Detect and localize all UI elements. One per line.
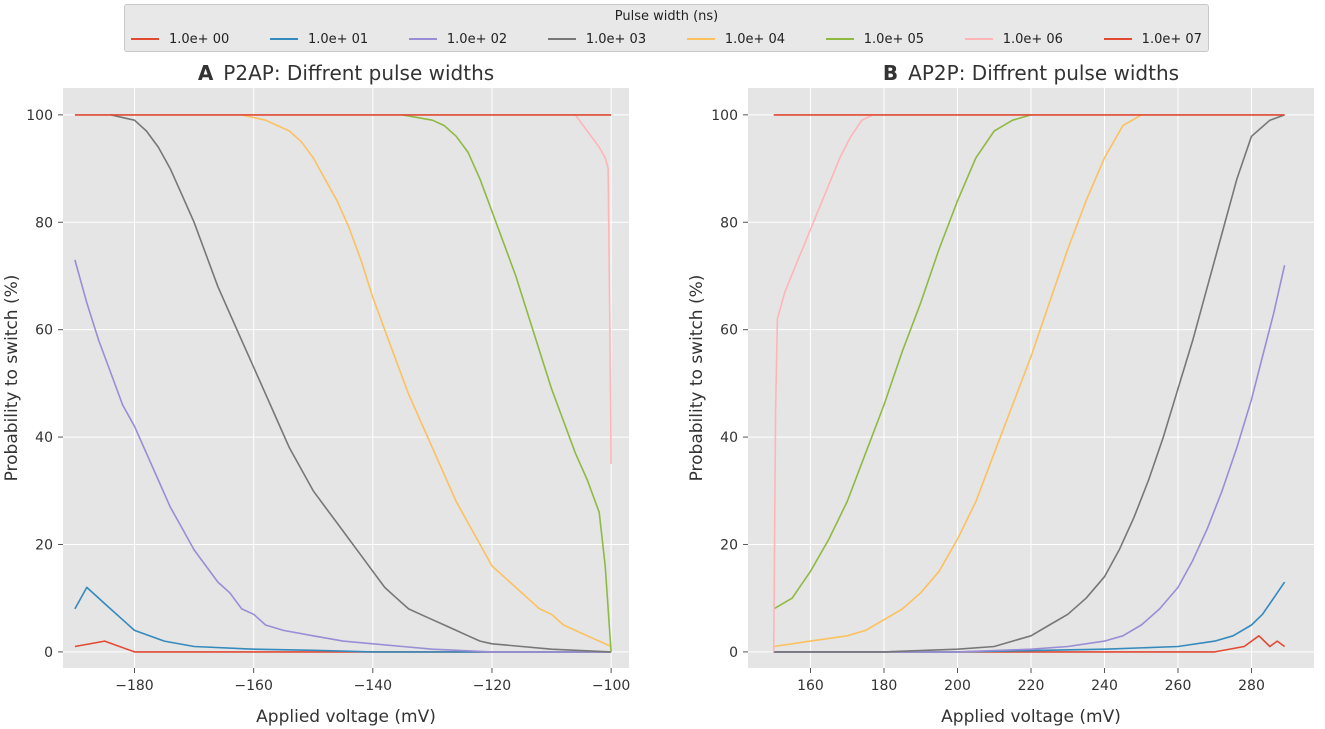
legend-entry: 1.0e+ 01 (269, 31, 369, 47)
series-line-1-0e-05 (402, 114, 612, 652)
title-text: P2AP: Diffrent pulse widths (223, 61, 494, 85)
plot-area (63, 88, 629, 668)
x-tick-label: −120 (473, 678, 511, 694)
y-axis-label: Probability to switch (%) (687, 275, 707, 482)
legend-swatch (1103, 38, 1132, 40)
chart-title: B AP2P: Diffrent pulse widths (883, 61, 1179, 85)
panel-letter: B (883, 61, 898, 85)
x-tick-label: 200 (944, 678, 971, 694)
legend-entry: 1.0e+ 00 (131, 32, 229, 47)
legend-title: Pulse width (ns) (614, 9, 719, 24)
y-tick-label: 20 (35, 537, 53, 553)
panel-letter: A (198, 61, 214, 85)
x-tick-label: −180 (115, 678, 153, 694)
legend-label: 1.0e+ 03 (585, 31, 647, 47)
y-tick-label: 40 (720, 430, 738, 446)
x-tick-label: −100 (592, 678, 630, 694)
y-tick-label: 100 (26, 108, 53, 124)
legend-items: 1.0e+ 00 1.0e+ 01 1.0e+ 02 1.0e+ 03 1.0e+ 04… (131, 29, 1202, 49)
y-tick-label: 60 (720, 323, 738, 339)
legend-label: 1.0e+ 02 (446, 31, 508, 47)
legend-swatch (408, 38, 437, 40)
y-tick-label: 20 (720, 537, 738, 553)
x-tick-label: 160 (797, 678, 824, 694)
legend-label: 1.0e+ 07 (1141, 31, 1202, 47)
y-tick-label: 80 (720, 215, 738, 231)
legend-label: 1.0e+ 04 (724, 31, 786, 47)
title-text: AP2P: Diffrent pulse widths (908, 61, 1179, 85)
legend-entry: 1.0e+ 06 (964, 31, 1063, 47)
panel-a: −180 −160 −140 −120 −100 0 20 40 60 80 100 Applied … (2, 61, 630, 727)
y-tick-label: 0 (729, 645, 738, 661)
x-tick-label: 220 (1018, 678, 1045, 694)
x-tick-label: 240 (1091, 678, 1118, 694)
y-tick-label: 80 (35, 215, 53, 231)
series-line-1-0e-01 (773, 581, 1286, 653)
y-tick-label: 100 (711, 108, 738, 124)
legend-swatch (825, 38, 854, 40)
legend-label: 1.0e+ 01 (307, 31, 369, 47)
legend: Pulse width (ns) 1.0e+ 00 1.0e+ 01 1.0e+ 0… (124, 4, 1209, 52)
x-tick-label: 260 (1165, 678, 1192, 694)
chart-title: A P2AP: Diffrent pulse widths (198, 61, 494, 85)
y-tick-label: 0 (44, 645, 53, 661)
series-line-1-0e-03 (773, 114, 1285, 653)
series-line-1-0e-02 (74, 259, 612, 653)
y-tick-label: 40 (35, 430, 53, 446)
panel-b: 160 180 200 220 240 260 280 0 20 40 60 80 100 Applied… (687, 61, 1314, 727)
x-tick-label: −140 (354, 678, 392, 694)
legend-swatch (547, 38, 576, 40)
series-line-1-0e-03 (110, 114, 612, 653)
y-tick-label: 60 (35, 323, 53, 339)
series-line-1-0e-01 (74, 586, 612, 653)
series-line-1-0e-00 (773, 634, 1286, 653)
series-line-1-0e-02 (773, 265, 1286, 653)
x-axis-label: Applied voltage (mV) (941, 707, 1121, 727)
series-line-1-0e-06 (772, 114, 874, 652)
legend-label: 1.0e+ 00 (169, 31, 230, 47)
x-tick-label: 280 (1238, 678, 1265, 694)
legend-swatch (131, 38, 159, 40)
legend-swatch (686, 38, 715, 40)
series-line-1-0e-04 (773, 114, 1142, 648)
series-line-1-0e-04 (241, 114, 612, 648)
legend-entry: 1.0e+ 03 (547, 31, 647, 47)
legend-label: 1.0e+ 06 (1002, 31, 1063, 47)
x-tick-label: 180 (871, 678, 898, 694)
legend-swatch (964, 38, 993, 40)
x-tick-label: −160 (234, 678, 272, 694)
legend-swatch (269, 38, 298, 40)
legend-entry: 1.0e+ 05 (825, 31, 925, 47)
series-line-1-0e-05 (773, 114, 1032, 610)
x-axis-label: Applied voltage (mV) (256, 707, 436, 727)
legend-label: 1.0e+ 05 (863, 31, 925, 47)
legend-entry: 1.0e+ 02 (408, 31, 508, 47)
series-line-1-0e-06 (574, 114, 612, 464)
y-axis-label: Probability to switch (%) (2, 275, 22, 482)
legend-entry: 1.0e+ 07 (1103, 31, 1202, 47)
legend-entry: 1.0e+ 04 (686, 31, 786, 47)
